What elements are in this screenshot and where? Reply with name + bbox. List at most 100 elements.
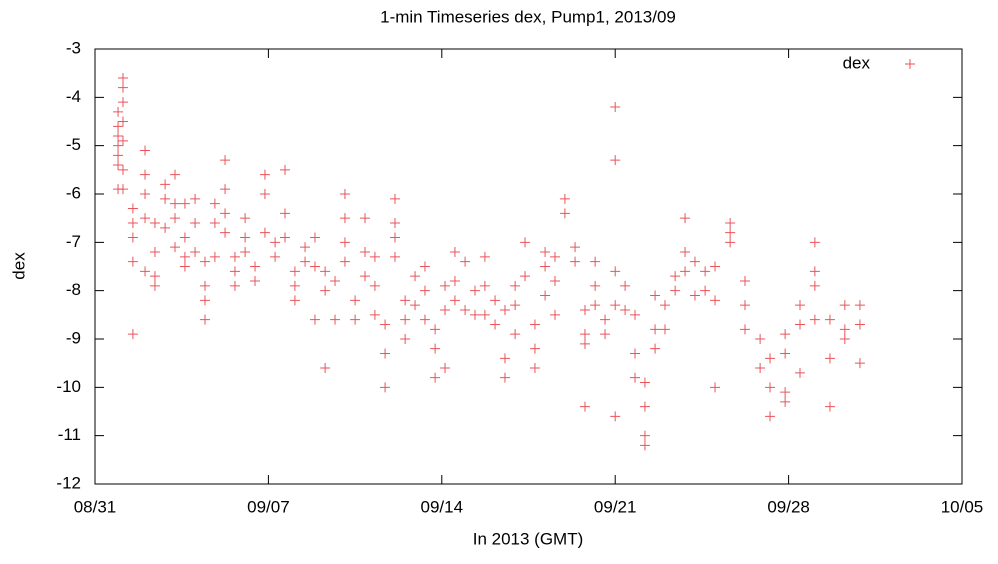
point <box>300 242 311 253</box>
point <box>630 372 641 383</box>
point <box>410 271 421 282</box>
point <box>179 251 190 262</box>
x-tick-label: 10/05 <box>941 497 984 516</box>
point <box>440 363 451 373</box>
point <box>550 276 561 286</box>
point <box>430 343 441 354</box>
point <box>117 116 128 127</box>
point <box>700 266 711 277</box>
point <box>320 266 331 277</box>
point <box>824 353 835 364</box>
point <box>510 300 521 311</box>
point <box>199 314 210 325</box>
point <box>113 106 124 117</box>
point <box>794 367 805 378</box>
point <box>279 232 290 243</box>
point <box>550 309 561 320</box>
point <box>520 237 531 248</box>
point <box>229 251 240 262</box>
point <box>369 280 380 291</box>
point <box>199 280 210 291</box>
point <box>140 189 151 199</box>
point <box>380 348 391 359</box>
point <box>490 295 501 306</box>
point <box>590 280 601 291</box>
y-tick-label: -7 <box>66 232 81 251</box>
point <box>854 319 865 330</box>
point <box>220 155 231 166</box>
point <box>710 295 721 306</box>
point <box>389 218 400 228</box>
point <box>824 314 835 325</box>
point <box>579 329 590 340</box>
point <box>149 280 160 291</box>
point <box>650 324 661 335</box>
point <box>400 295 411 306</box>
point <box>179 198 190 209</box>
point <box>400 314 411 325</box>
point <box>550 251 561 262</box>
point <box>689 290 700 301</box>
point <box>765 382 776 393</box>
point <box>559 208 570 219</box>
point <box>389 193 400 204</box>
x-tick-label: 09/21 <box>594 497 637 516</box>
point <box>460 256 471 267</box>
point <box>360 271 371 282</box>
point <box>529 343 540 354</box>
point <box>127 232 138 243</box>
point <box>540 247 551 257</box>
point <box>190 193 201 204</box>
x-tick-label: 08/31 <box>74 497 117 516</box>
x-axis-label: In 2013 (GMT) <box>473 529 584 548</box>
point <box>160 222 171 233</box>
point <box>449 295 460 306</box>
point <box>209 251 220 262</box>
x-tick-label: 09/07 <box>247 497 290 516</box>
point <box>630 309 641 320</box>
point <box>529 319 540 330</box>
point <box>559 193 570 204</box>
point <box>610 155 621 166</box>
point <box>540 290 551 301</box>
point <box>389 232 400 243</box>
point <box>350 295 361 306</box>
point <box>824 401 835 412</box>
point <box>755 334 766 344</box>
point <box>659 324 670 335</box>
point <box>360 213 371 224</box>
chart-title: 1-min Timeseries dex, Pump1, 2013/09 <box>380 7 676 26</box>
point <box>330 276 341 286</box>
point <box>600 314 611 325</box>
y-axis-label: dex <box>9 252 28 280</box>
point <box>670 285 681 296</box>
x-tick-label: 09/14 <box>421 497 464 516</box>
point <box>680 266 691 277</box>
point <box>113 160 124 170</box>
point <box>380 319 391 330</box>
point <box>380 382 391 393</box>
point <box>520 271 531 282</box>
point <box>140 266 151 277</box>
point <box>160 193 171 204</box>
point <box>117 97 128 108</box>
point <box>600 329 611 340</box>
point <box>479 280 490 291</box>
point <box>579 401 590 412</box>
point <box>339 189 350 199</box>
y-tick-label: -3 <box>66 38 81 57</box>
y-tick-label: -8 <box>66 280 81 299</box>
point <box>419 285 430 296</box>
point <box>140 213 151 224</box>
point <box>190 247 201 257</box>
point <box>389 251 400 262</box>
point <box>710 382 721 393</box>
point <box>630 348 641 359</box>
point <box>725 218 736 228</box>
point <box>117 82 128 93</box>
plot-border <box>94 48 963 485</box>
point <box>740 300 751 311</box>
point <box>320 285 331 296</box>
point <box>199 295 210 306</box>
